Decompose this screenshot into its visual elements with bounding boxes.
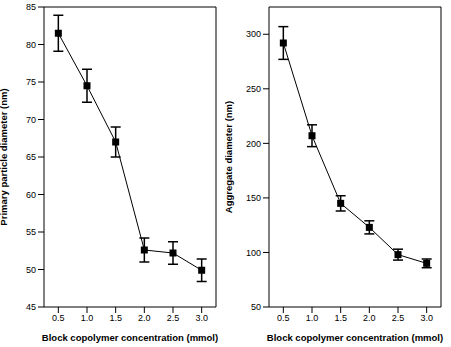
svg-text:1.0: 1.0 bbox=[306, 313, 319, 323]
svg-text:1.0: 1.0 bbox=[81, 313, 94, 323]
svg-text:80: 80 bbox=[26, 40, 36, 50]
svg-text:0.5: 0.5 bbox=[277, 313, 290, 323]
svg-text:0.5: 0.5 bbox=[52, 313, 65, 323]
svg-text:3.0: 3.0 bbox=[195, 313, 208, 323]
svg-text:Block copolymer concentration: Block copolymer concentration (mmol) bbox=[42, 332, 218, 343]
svg-text:60: 60 bbox=[26, 190, 36, 200]
svg-text:2.5: 2.5 bbox=[392, 313, 405, 323]
svg-text:45: 45 bbox=[26, 302, 36, 312]
svg-text:200: 200 bbox=[246, 139, 261, 149]
svg-text:150: 150 bbox=[246, 193, 261, 203]
svg-text:Block copolymer concentration: Block copolymer concentration (mmol) bbox=[267, 332, 443, 343]
svg-text:2.0: 2.0 bbox=[138, 313, 151, 323]
svg-text:1.5: 1.5 bbox=[334, 313, 347, 323]
svg-text:250: 250 bbox=[246, 84, 261, 94]
svg-text:2.0: 2.0 bbox=[363, 313, 376, 323]
svg-text:Primary particle diameter (nm): Primary particle diameter (nm) bbox=[8, 88, 9, 225]
svg-text:70: 70 bbox=[26, 115, 36, 125]
svg-text:75: 75 bbox=[26, 77, 36, 87]
svg-text:300: 300 bbox=[246, 29, 261, 39]
svg-text:1.5: 1.5 bbox=[109, 313, 122, 323]
svg-text:50: 50 bbox=[26, 265, 36, 275]
svg-text:Aggregate diameter (nm): Aggregate diameter (nm) bbox=[225, 101, 234, 213]
svg-text:2.5: 2.5 bbox=[167, 313, 180, 323]
svg-text:50: 50 bbox=[251, 302, 261, 312]
svg-text:3.0: 3.0 bbox=[420, 313, 433, 323]
svg-text:100: 100 bbox=[246, 248, 261, 258]
svg-text:85: 85 bbox=[26, 2, 36, 12]
svg-text:55: 55 bbox=[26, 227, 36, 237]
svg-text:65: 65 bbox=[26, 152, 36, 162]
